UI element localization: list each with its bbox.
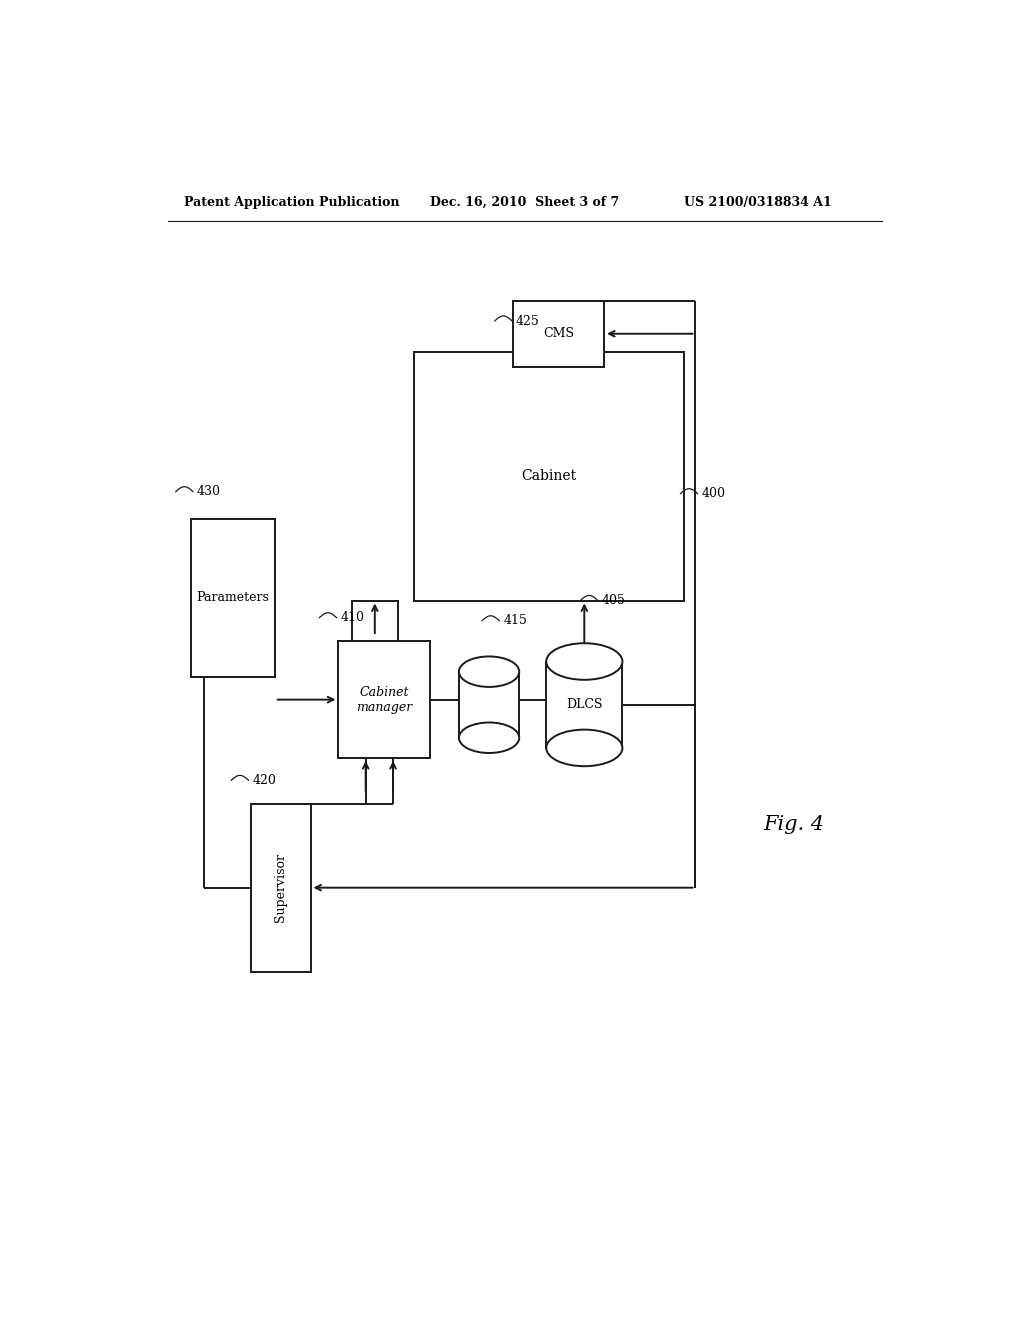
Bar (459, 672, 519, 738)
Bar (352, 601, 397, 642)
Text: Fig. 4: Fig. 4 (763, 814, 824, 834)
Text: 430: 430 (197, 486, 221, 498)
Text: 410: 410 (341, 611, 365, 624)
Bar (338, 642, 430, 758)
Ellipse shape (459, 722, 519, 752)
Ellipse shape (546, 643, 623, 680)
Bar (191, 519, 274, 677)
Bar (513, 301, 604, 367)
Ellipse shape (546, 730, 623, 766)
Text: 400: 400 (701, 487, 726, 500)
Text: Cabinet: Cabinet (521, 469, 577, 483)
Text: DLCS: DLCS (566, 698, 602, 711)
Bar (414, 351, 684, 601)
Text: Parameters: Parameters (197, 591, 269, 605)
Text: Patent Application Publication: Patent Application Publication (183, 195, 399, 209)
Bar (251, 804, 310, 972)
Text: 420: 420 (253, 774, 276, 787)
Ellipse shape (459, 656, 519, 686)
Text: CMS: CMS (543, 327, 574, 341)
Text: Dec. 16, 2010  Sheet 3 of 7: Dec. 16, 2010 Sheet 3 of 7 (430, 195, 618, 209)
Text: 405: 405 (602, 594, 626, 607)
Text: 425: 425 (516, 314, 540, 327)
Text: Supervisor: Supervisor (274, 853, 288, 923)
Text: Cabinet
manager: Cabinet manager (355, 685, 412, 714)
Bar (546, 661, 623, 748)
Text: US 2100/0318834 A1: US 2100/0318834 A1 (684, 195, 831, 209)
Text: 415: 415 (504, 614, 527, 627)
